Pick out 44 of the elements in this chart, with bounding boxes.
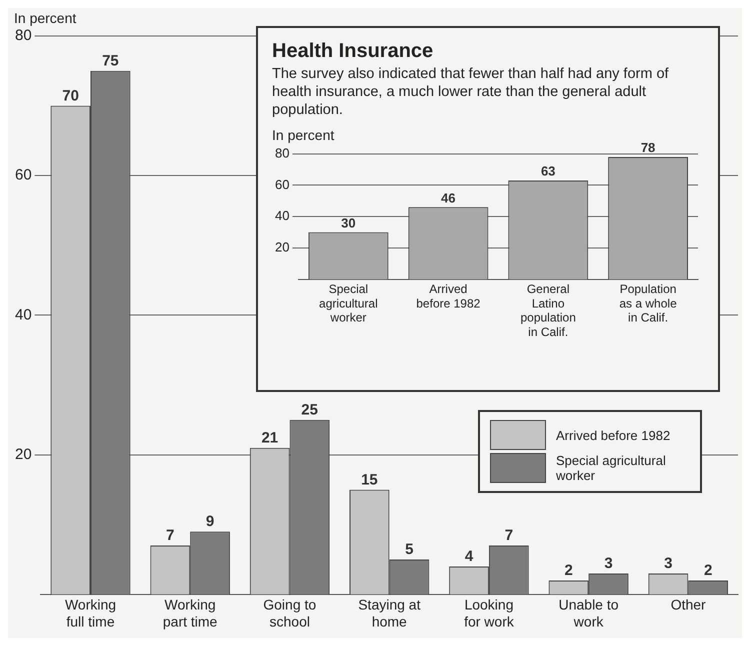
- y-tick-label: 40: [274, 208, 290, 224]
- data-label: 2: [564, 562, 573, 580]
- x-tick-label: Looking for work: [464, 596, 515, 630]
- legend: Arrived before 1982 Special agricultural worker: [478, 410, 702, 493]
- x-tick-label: Going to school: [263, 596, 316, 630]
- x-tick-label: Working full time: [64, 596, 116, 630]
- x-tick-label: Unable to work: [558, 596, 619, 630]
- y-tick-label: 80: [14, 27, 32, 44]
- x-tick-label: Population as a whole in Calif.: [619, 282, 678, 325]
- data-label: 7: [166, 527, 174, 544]
- data-label: 75: [102, 52, 119, 70]
- data-label: 5: [405, 541, 414, 558]
- data-label: 7: [504, 527, 514, 544]
- x-tick-label: Other: [670, 596, 706, 613]
- data-label: 70: [62, 87, 79, 104]
- legend-label: Special agricultural worker: [556, 453, 667, 483]
- data-label: 4: [464, 548, 474, 566]
- y-tick-label: 20: [274, 240, 290, 255]
- y-tick-label: 40: [14, 306, 32, 324]
- data-label: 2: [704, 562, 712, 580]
- y-axis-title: In percent: [14, 10, 76, 26]
- data-label: 15: [361, 471, 378, 488]
- y-tick-label: 60: [274, 176, 290, 192]
- data-label: 46: [441, 190, 456, 206]
- data-label: 3: [604, 555, 613, 572]
- y-axis-title: In percent: [272, 127, 334, 143]
- data-label: 63: [540, 164, 556, 179]
- x-tick-label: Arrived before 1982: [416, 282, 481, 310]
- legend-label: Arrived before 1982: [556, 428, 670, 442]
- data-label: 21: [261, 429, 278, 446]
- y-tick-label: 20: [14, 446, 32, 463]
- data-label: 9: [206, 513, 214, 530]
- chart-title: Health Insurance: [272, 40, 434, 63]
- x-tick-label: Staying at home: [358, 596, 421, 630]
- data-label: 3: [664, 555, 672, 572]
- chart-subtitle: The survey also indicated that fewer than half had any form of health insurance, a much lower rate than the general adult population.: [272, 65, 670, 119]
- y-tick-label: 80: [274, 145, 290, 160]
- x-tick-label: Working part time: [162, 596, 218, 630]
- data-label: 78: [640, 140, 656, 156]
- x-tick-label: General Latino population in Calif.: [520, 282, 576, 340]
- data-label: 30: [341, 215, 356, 230]
- data-label: 25: [301, 402, 318, 419]
- x-tick-label: Special agricultural worker: [319, 282, 378, 325]
- y-tick-label: 60: [14, 166, 32, 184]
